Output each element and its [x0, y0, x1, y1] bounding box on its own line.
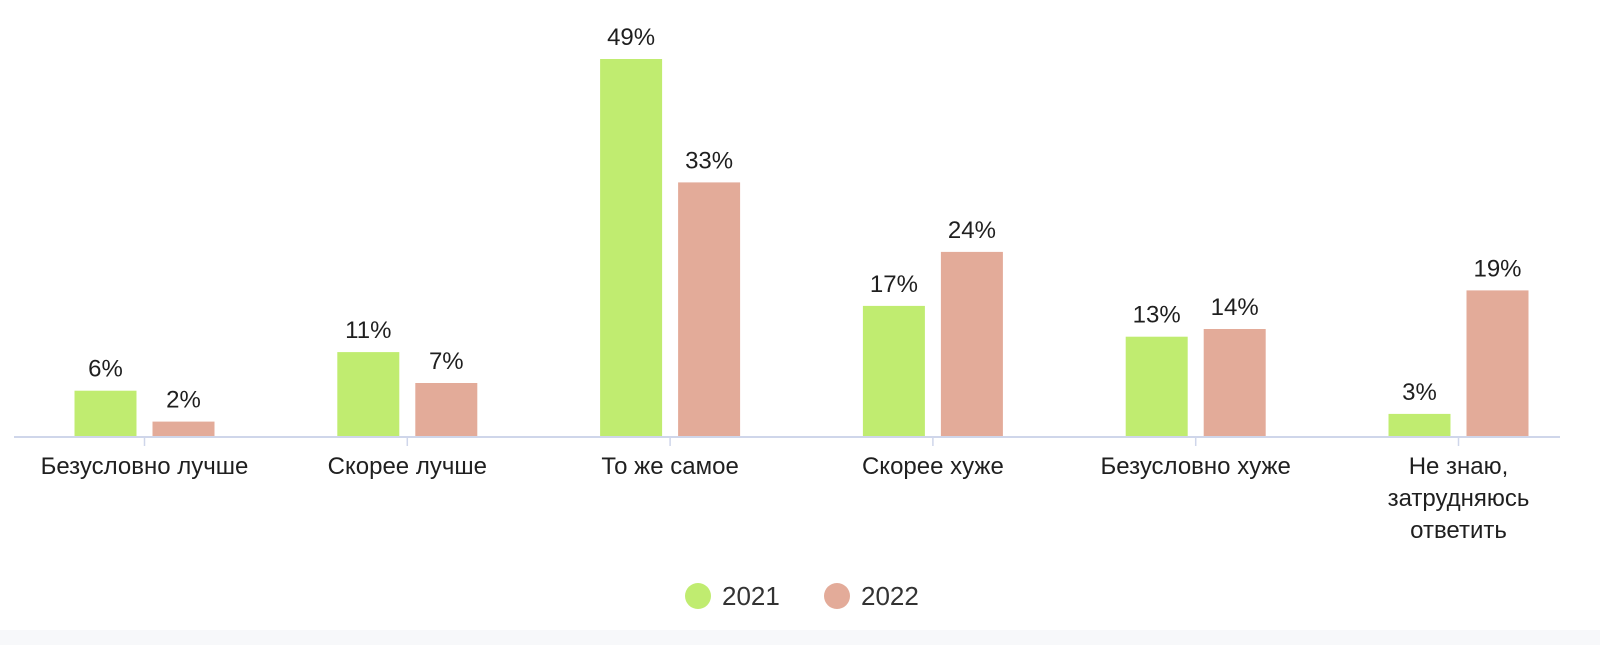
data-label-2022-4: 24%	[948, 217, 996, 244]
data-label-2021-2: 11%	[345, 317, 391, 344]
bar-2021-2	[337, 352, 400, 437]
bar-2021-6	[1388, 413, 1451, 437]
legend-marker-icon	[685, 583, 711, 609]
data-label-2022-6: 19%	[1473, 255, 1521, 282]
data-label-2022-3: 33%	[685, 147, 733, 174]
bar-2022-1	[152, 421, 215, 437]
bar-2021-4	[862, 305, 925, 437]
bar-2022-4	[940, 251, 1003, 437]
data-label-2022-5: 14%	[1211, 294, 1259, 321]
data-label-2021-6: 3%	[1402, 379, 1437, 406]
x-tick-label: Безусловно лучше	[41, 453, 249, 480]
bar-2022-6	[1466, 290, 1529, 437]
x-tick-label: ответить	[1410, 517, 1507, 544]
x-tick-label: Скорее лучше	[328, 453, 487, 480]
legend: 2021 2022	[685, 581, 919, 611]
x-tick-label: То же самое	[601, 453, 738, 480]
bar-2021-3	[600, 59, 663, 437]
x-tick-label: затрудняюсь	[1388, 485, 1530, 512]
legend-item-2022[interactable]: 2022	[824, 581, 919, 611]
data-label-2022-1: 2%	[166, 387, 201, 414]
bottom-strip	[0, 630, 1600, 645]
x-tick-label: Безусловно хуже	[1101, 453, 1291, 480]
bar-2021-5	[1125, 336, 1188, 437]
data-label-2021-4: 17%	[870, 271, 918, 298]
legend-marker-icon	[824, 583, 850, 609]
bar-2022-2	[415, 383, 478, 437]
x-axis	[14, 436, 1560, 446]
legend-item-2021[interactable]: 2021	[685, 581, 780, 611]
x-tick-labels: Безусловно лучше Скорее лучше То же самое С…	[41, 453, 1530, 544]
bars-layer	[74, 59, 1529, 437]
data-label-2021-1: 6%	[88, 356, 123, 383]
data-label-2022-2: 7%	[429, 348, 464, 375]
bar-2021-1	[74, 390, 137, 437]
data-label-2021-5: 13%	[1133, 302, 1181, 329]
x-tick-label: Скорее хуже	[862, 453, 1004, 480]
bar-2022-5	[1203, 329, 1266, 437]
data-labels: 6% 2% 11% 7% 49% 33% 17% 24% 13% 14% 3% 19%	[88, 24, 1521, 414]
bar-2022-3	[678, 182, 741, 437]
x-tick-label: Не знаю,	[1409, 453, 1509, 480]
data-label-2021-3: 49%	[607, 24, 655, 51]
legend-label: 2021	[722, 581, 780, 611]
legend-label: 2022	[861, 581, 919, 611]
